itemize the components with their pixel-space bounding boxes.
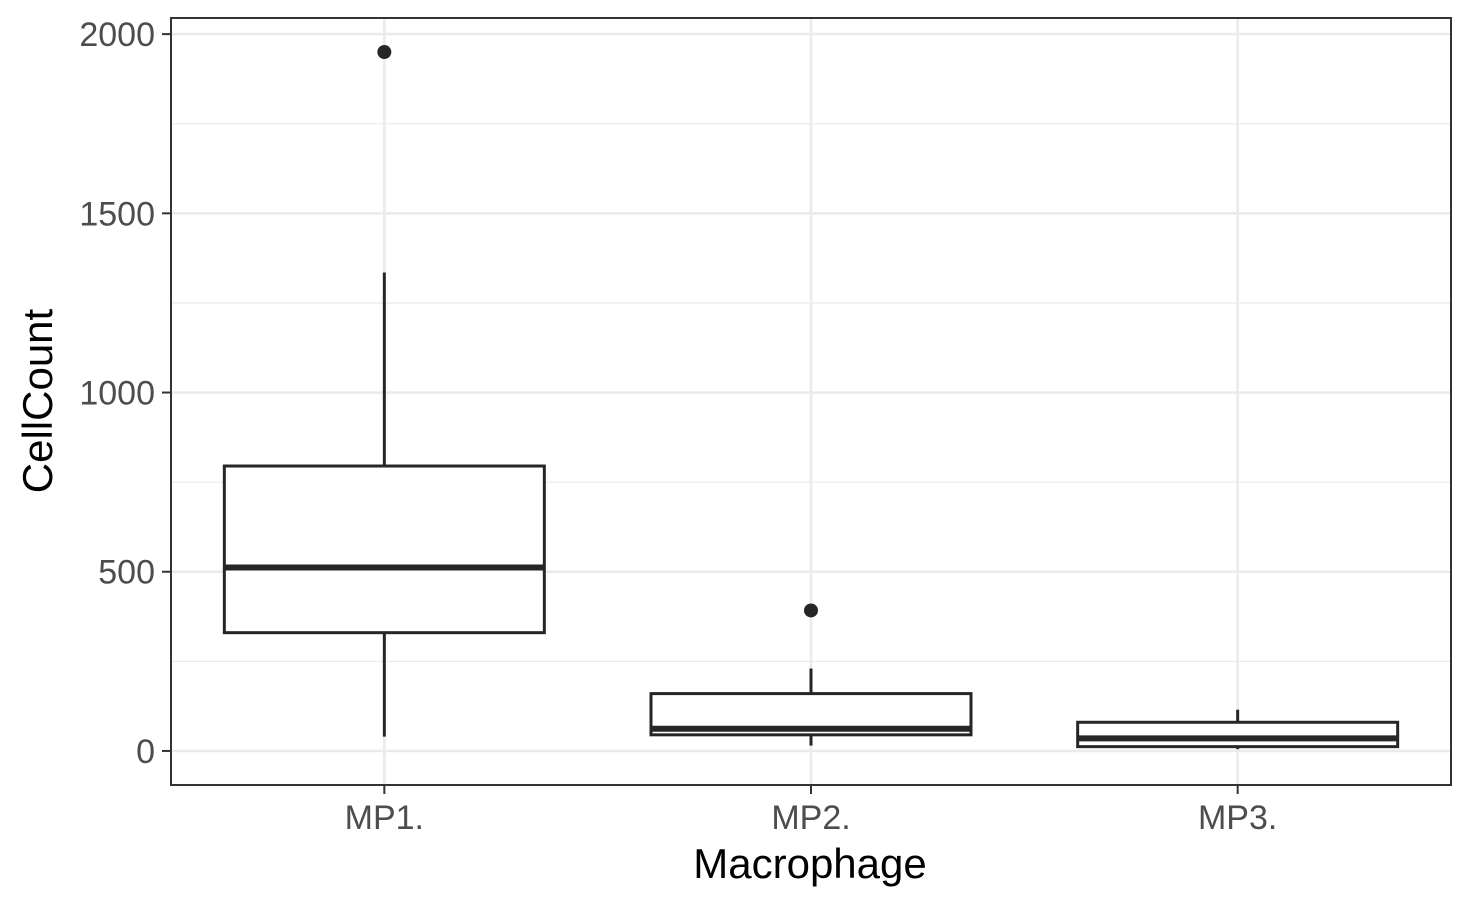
y-tick-label: 2000 [79,16,155,54]
y-tick-label: 500 [98,554,155,592]
x-axis-title: Macrophage [693,840,926,887]
box-3 [1076,709,1400,750]
box-body [1076,720,1400,749]
y-tick-label: 1500 [79,195,155,233]
box-group [222,45,1400,750]
box-body [222,464,546,635]
y-tick-label: 1000 [79,375,155,413]
outlier-point [377,45,392,60]
y-tick-label: 0 [136,733,155,771]
x-axis: MP1. MP2. MP3. [345,785,1277,837]
y-axis-title: CellCount [14,308,61,493]
x-tick-label: MP3. [1198,799,1277,837]
outlier-point [804,603,818,618]
x-tick-label: MP1. [345,799,424,837]
box-1 [222,45,546,737]
box-2 [649,603,973,746]
y-axis: 0 500 1000 1500 2000 [79,16,171,771]
x-tick-label: MP2. [771,799,850,837]
